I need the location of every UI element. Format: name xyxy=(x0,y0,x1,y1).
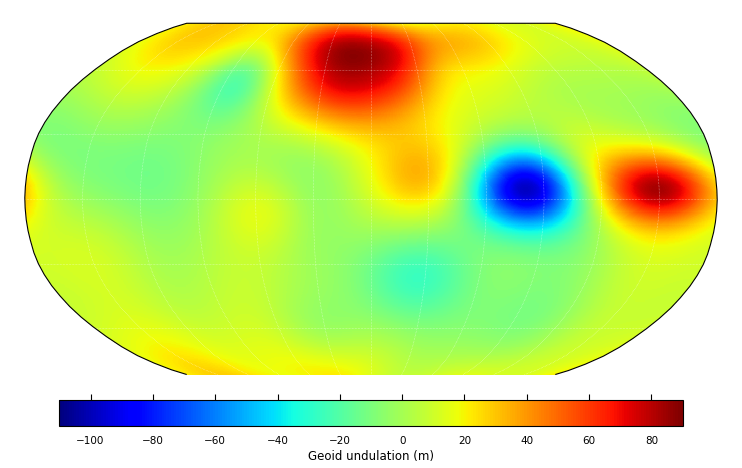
Text: Geoid undulation (m): Geoid undulation (m) xyxy=(308,450,434,463)
